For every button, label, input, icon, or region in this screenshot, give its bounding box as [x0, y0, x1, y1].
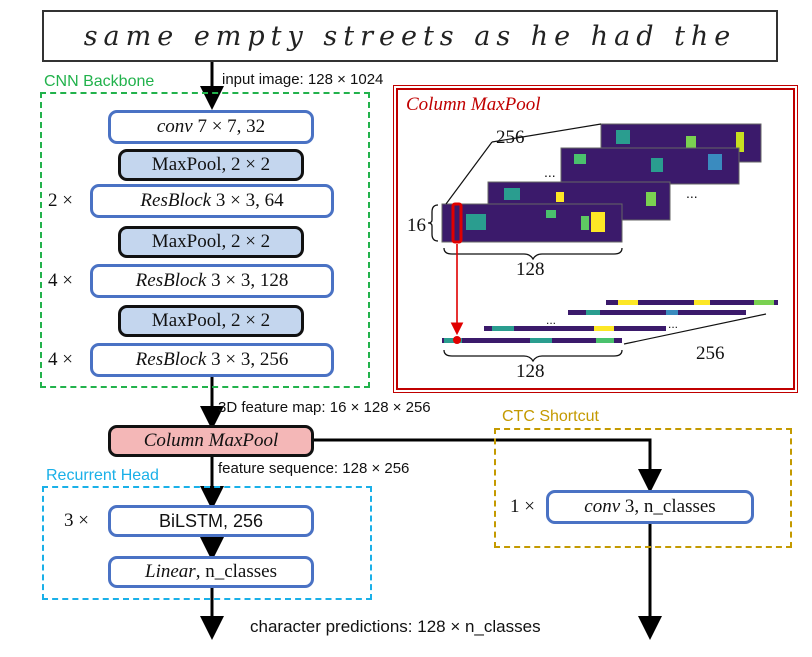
ctc-shortcut-title: CTC Shortcut	[500, 408, 601, 426]
bilstm-multiplier: 3 ×	[64, 510, 89, 531]
resblock-64-block: ResBlock 3 × 3, 64	[90, 184, 334, 218]
recurrent-head-group	[42, 486, 372, 600]
ctc-conv-block: conv 3, n_classes	[546, 490, 754, 524]
feature-sequence-label: feature sequence: 128 × 256	[218, 460, 410, 477]
recurrent-head-title: Recurrent Head	[44, 467, 161, 485]
cnn-backbone-title: CNN Backbone	[42, 73, 157, 91]
sequence-1	[442, 338, 622, 343]
sequence-3	[568, 310, 746, 315]
inset-label-128-bottom: 128	[516, 361, 545, 382]
feature-map-1	[441, 203, 623, 243]
feature-map-label: 3D feature map: 16 × 128 × 256	[218, 399, 431, 416]
maxpool-block-1: MaxPool, 2 × 2	[118, 149, 304, 181]
svg-text:...: ...	[546, 313, 556, 327]
resblock-256-block: ResBlock 3 × 3, 256	[90, 343, 334, 377]
column-maxpool-illustration: ... ...	[427, 123, 778, 363]
column-maxpool-node: Column MaxPool	[108, 425, 314, 457]
cnn-backbone-group	[40, 92, 370, 388]
feature-map-3	[560, 147, 740, 185]
arrow-colpool-to-ctc	[312, 438, 662, 493]
ctc-shortcut-group	[494, 428, 792, 548]
ctc-conv-multiplier: 1 ×	[510, 496, 535, 517]
inset-label-256-bottom: 256	[696, 343, 725, 364]
inset-label-256-top: 256	[496, 127, 525, 148]
resblock-64-multiplier: 2 ×	[48, 190, 73, 211]
svg-text:...: ...	[686, 185, 698, 201]
svg-text:...: ...	[544, 164, 556, 180]
sequence-2	[484, 326, 666, 331]
input-image-label: input image: 128 × 1024	[222, 71, 384, 88]
sequence-4	[606, 300, 778, 305]
input-image-strip: same empty streets as he had the	[42, 10, 778, 62]
maxpool-block-3: MaxPool, 2 × 2	[118, 305, 304, 337]
inset-label-128-top: 128	[516, 259, 545, 280]
column-maxpool-inset	[393, 85, 798, 393]
resblock-256-multiplier: 4 ×	[48, 349, 73, 370]
resblock-128-block: ResBlock 3 × 3, 128	[90, 264, 334, 298]
bilstm-block: BiLSTM, 256	[108, 505, 314, 537]
handwritten-text-line: same empty streets as he had the	[83, 20, 737, 52]
column-maxpool-inset-title: Column MaxPool	[406, 94, 541, 115]
character-predictions-label: character predictions: 128 × n_classes	[250, 617, 541, 636]
resblock-128-multiplier: 4 ×	[48, 270, 73, 291]
linear-block: Linear, n_classes	[108, 556, 314, 588]
svg-text:...: ...	[668, 317, 678, 331]
maxpool-block-2: MaxPool, 2 × 2	[118, 226, 304, 258]
conv-block: conv 7 × 7, 32	[108, 110, 314, 144]
inset-label-16: 16	[407, 215, 426, 236]
